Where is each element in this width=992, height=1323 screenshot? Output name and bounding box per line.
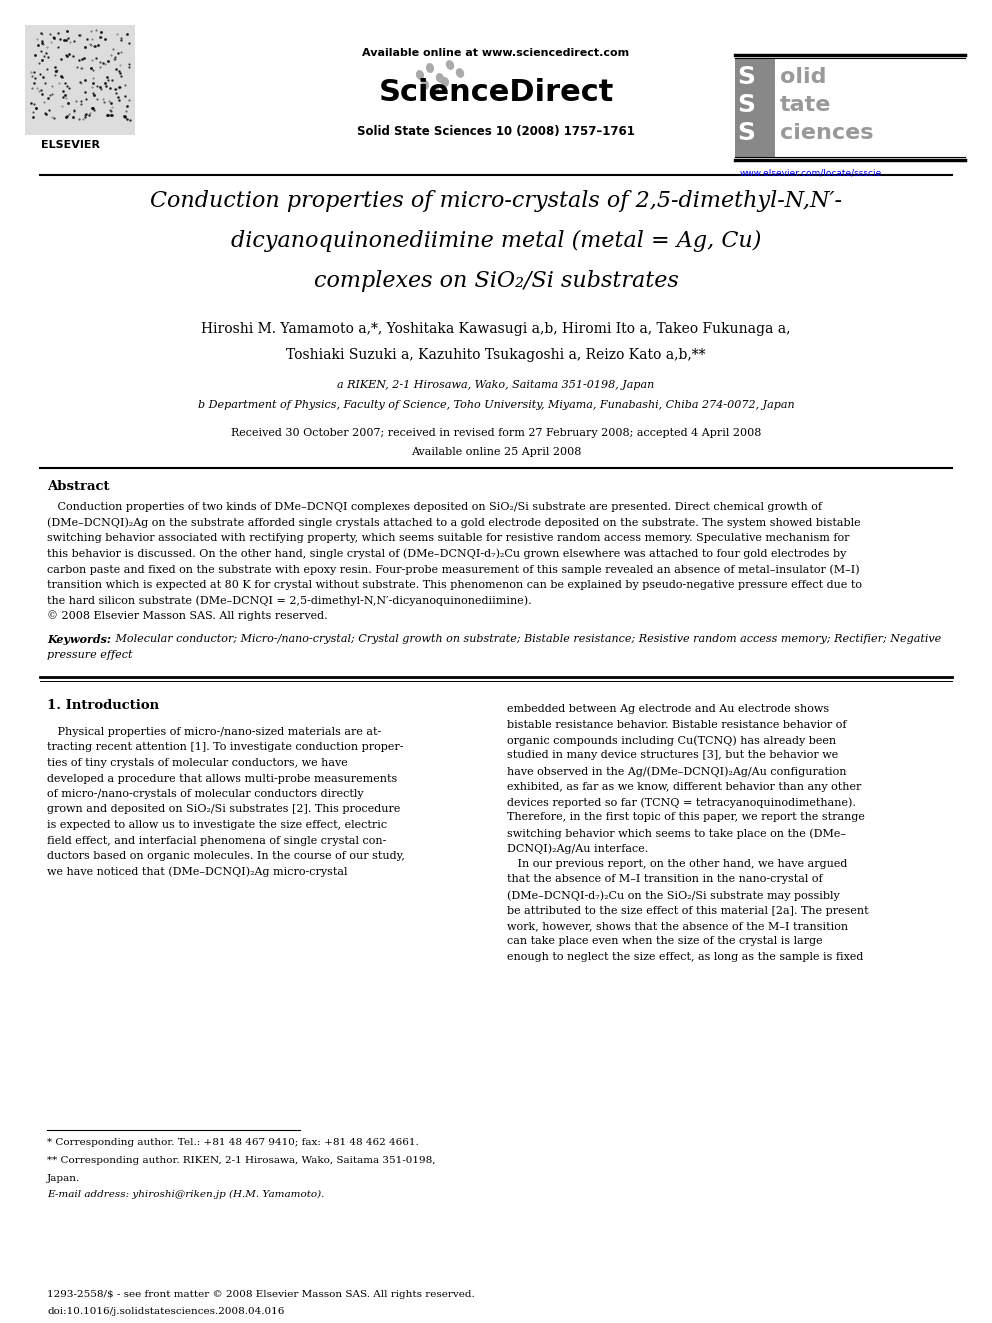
Text: dicyanoquinonediimine metal (metal = Ag, Cu): dicyanoquinonediimine metal (metal = Ag,…: [231, 230, 761, 253]
Text: bistable resistance behavior. Bistable resistance behavior of: bistable resistance behavior. Bistable r…: [507, 720, 846, 729]
Text: we have noticed that (DMe–DCNQI)₂Ag micro-crystal: we have noticed that (DMe–DCNQI)₂Ag micr…: [47, 867, 347, 877]
Text: Hiroshi M. Yamamoto a,*, Yoshitaka Kawasugi a,b, Hiromi Ito a, Takeo Fukunaga a,: Hiroshi M. Yamamoto a,*, Yoshitaka Kawas…: [201, 321, 791, 336]
Ellipse shape: [421, 79, 429, 90]
Text: Japan.: Japan.: [47, 1174, 80, 1183]
Text: Keywords:: Keywords:: [47, 634, 111, 646]
Text: developed a procedure that allows multi-probe measurements: developed a procedure that allows multi-…: [47, 774, 397, 783]
Text: Therefore, in the first topic of this paper, we report the strange: Therefore, in the first topic of this pa…: [507, 812, 865, 823]
Text: switching behavior which seems to take place on the (DMe–: switching behavior which seems to take p…: [507, 828, 846, 839]
Bar: [25, 25, 135, 135]
Text: can take place even when the size of the crystal is large: can take place even when the size of the…: [507, 937, 822, 946]
Text: tate: tate: [780, 95, 831, 115]
Text: is expected to allow us to investigate the size effect, electric: is expected to allow us to investigate t…: [47, 820, 387, 830]
Text: Conduction properties of two kinds of DMe–DCNQI complexes deposited on SiO₂/Si s: Conduction properties of two kinds of DM…: [47, 501, 822, 512]
Text: of micro-/nano-crystals of molecular conductors directly: of micro-/nano-crystals of molecular con…: [47, 789, 364, 799]
Text: ELSEVIER: ELSEVIER: [41, 140, 99, 149]
Text: exhibited, as far as we know, different behavior than any other: exhibited, as far as we know, different …: [507, 782, 861, 791]
Text: * Corresponding author. Tel.: +81 48 467 9410; fax: +81 48 462 4661.: * Corresponding author. Tel.: +81 48 467…: [47, 1138, 419, 1147]
Text: Conduction properties of micro-crystals of 2,5-dimethyl-N,N′-: Conduction properties of micro-crystals …: [150, 191, 842, 212]
Text: Molecular conductor; Micro-/nano-crystal; Crystal growth on substrate; Bistable : Molecular conductor; Micro-/nano-crystal…: [112, 634, 941, 644]
Text: 1293-2558/$ - see front matter © 2008 Elsevier Masson SAS. All rights reserved.: 1293-2558/$ - see front matter © 2008 El…: [47, 1290, 475, 1299]
Text: ** Corresponding author. RIKEN, 2-1 Hirosawa, Wako, Saitama 351-0198,: ** Corresponding author. RIKEN, 2-1 Hiro…: [47, 1156, 435, 1166]
Ellipse shape: [456, 69, 464, 78]
Text: doi:10.1016/j.solidstatesciences.2008.04.016: doi:10.1016/j.solidstatesciences.2008.04…: [47, 1307, 285, 1316]
Text: olid: olid: [780, 67, 826, 87]
Text: S: S: [737, 93, 755, 116]
Text: In our previous report, on the other hand, we have argued: In our previous report, on the other han…: [507, 859, 847, 869]
Text: 1. Introduction: 1. Introduction: [47, 699, 159, 712]
Text: Available online 25 April 2008: Available online 25 April 2008: [411, 447, 581, 456]
Text: complexes on SiO₂/Si substrates: complexes on SiO₂/Si substrates: [313, 270, 679, 292]
Ellipse shape: [426, 64, 434, 73]
Text: carbon paste and fixed on the substrate with epoxy resin. Four-probe measurement: carbon paste and fixed on the substrate …: [47, 564, 860, 574]
Bar: [735, 58, 775, 157]
Text: ties of tiny crystals of molecular conductors, we have: ties of tiny crystals of molecular condu…: [47, 758, 348, 767]
Text: (DMe–DCNQI-d₇)₂Cu on the SiO₂/Si substrate may possibly: (DMe–DCNQI-d₇)₂Cu on the SiO₂/Si substra…: [507, 890, 840, 901]
Text: DCNQI)₂Ag/Au interface.: DCNQI)₂Ag/Au interface.: [507, 844, 648, 855]
Text: that the absence of M–I transition in the nano-crystal of: that the absence of M–I transition in th…: [507, 875, 822, 885]
Ellipse shape: [416, 70, 425, 79]
Text: this behavior is discussed. On the other hand, single crystal of (DMe–DCNQI-d₇)₂: this behavior is discussed. On the other…: [47, 549, 846, 560]
Text: www.elsevier.com/locate/ssscie: www.elsevier.com/locate/ssscie: [740, 168, 882, 177]
Text: © 2008 Elsevier Masson SAS. All rights reserved.: © 2008 Elsevier Masson SAS. All rights r…: [47, 610, 327, 622]
Text: transition which is expected at 80 K for crystal without substrate. This phenome: transition which is expected at 80 K for…: [47, 579, 862, 590]
Ellipse shape: [435, 73, 444, 83]
Text: switching behavior associated with rectifying property, which seems suitable for: switching behavior associated with recti…: [47, 533, 849, 542]
Text: pressure effect: pressure effect: [47, 650, 133, 659]
Text: tracting recent attention [1]. To investigate conduction proper-: tracting recent attention [1]. To invest…: [47, 742, 404, 753]
Text: ciences: ciences: [780, 123, 874, 143]
Text: the hard silicon substrate (DMe–DCNQI = 2,5-dimethyl-N,N′-dicyanoquinonediimine): the hard silicon substrate (DMe–DCNQI = …: [47, 595, 532, 606]
Ellipse shape: [441, 77, 449, 87]
Text: b Department of Physics, Faculty of Science, Toho University, Miyama, Funabashi,: b Department of Physics, Faculty of Scie…: [197, 400, 795, 410]
Text: field effect, and interfacial phenomena of single crystal con-: field effect, and interfacial phenomena …: [47, 836, 386, 845]
Text: Physical properties of micro-/nano-sized materials are at-: Physical properties of micro-/nano-sized…: [47, 728, 381, 737]
Text: Available online at www.sciencedirect.com: Available online at www.sciencedirect.co…: [362, 48, 630, 58]
Text: have observed in the Ag/(DMe–DCNQI)₂Ag/Au configuration: have observed in the Ag/(DMe–DCNQI)₂Ag/A…: [507, 766, 846, 777]
Text: S: S: [737, 120, 755, 146]
Text: grown and deposited on SiO₂/Si substrates [2]. This procedure: grown and deposited on SiO₂/Si substrate…: [47, 804, 401, 815]
Text: work, however, shows that the absence of the M–I transition: work, however, shows that the absence of…: [507, 921, 848, 931]
Text: enough to neglect the size effect, as long as the sample is fixed: enough to neglect the size effect, as lo…: [507, 953, 863, 962]
Text: S: S: [737, 65, 755, 89]
Text: (DMe–DCNQI)₂Ag on the substrate afforded single crystals attached to a gold elec: (DMe–DCNQI)₂Ag on the substrate afforded…: [47, 517, 861, 528]
Text: studied in many device structures [3], but the behavior we: studied in many device structures [3], b…: [507, 750, 838, 761]
Text: E-mail address: yhiroshi@riken.jp (H.M. Yamamoto).: E-mail address: yhiroshi@riken.jp (H.M. …: [47, 1189, 324, 1199]
Text: Abstract: Abstract: [47, 480, 109, 493]
Text: ScienceDirect: ScienceDirect: [378, 78, 614, 107]
Text: a RIKEN, 2-1 Hirosawa, Wako, Saitama 351-0198, Japan: a RIKEN, 2-1 Hirosawa, Wako, Saitama 351…: [337, 380, 655, 390]
Text: Solid State Sciences 10 (2008) 1757–1761: Solid State Sciences 10 (2008) 1757–1761: [357, 124, 635, 138]
Ellipse shape: [445, 60, 454, 70]
Text: be attributed to the size effect of this material [2a]. The present: be attributed to the size effect of this…: [507, 905, 869, 916]
Text: devices reported so far (TCNQ = tetracyanoquinodimethane).: devices reported so far (TCNQ = tetracya…: [507, 796, 856, 807]
Text: embedded between Ag electrode and Au electrode shows: embedded between Ag electrode and Au ele…: [507, 704, 829, 714]
Ellipse shape: [431, 85, 439, 95]
Text: Toshiaki Suzuki a, Kazuhito Tsukagoshi a, Reizo Kato a,b,**: Toshiaki Suzuki a, Kazuhito Tsukagoshi a…: [287, 348, 705, 363]
Text: Received 30 October 2007; received in revised form 27 February 2008; accepted 4 : Received 30 October 2007; received in re…: [231, 429, 761, 438]
Text: organic compounds including Cu(TCNQ) has already been: organic compounds including Cu(TCNQ) has…: [507, 736, 836, 746]
Text: ductors based on organic molecules. In the course of our study,: ductors based on organic molecules. In t…: [47, 851, 405, 861]
